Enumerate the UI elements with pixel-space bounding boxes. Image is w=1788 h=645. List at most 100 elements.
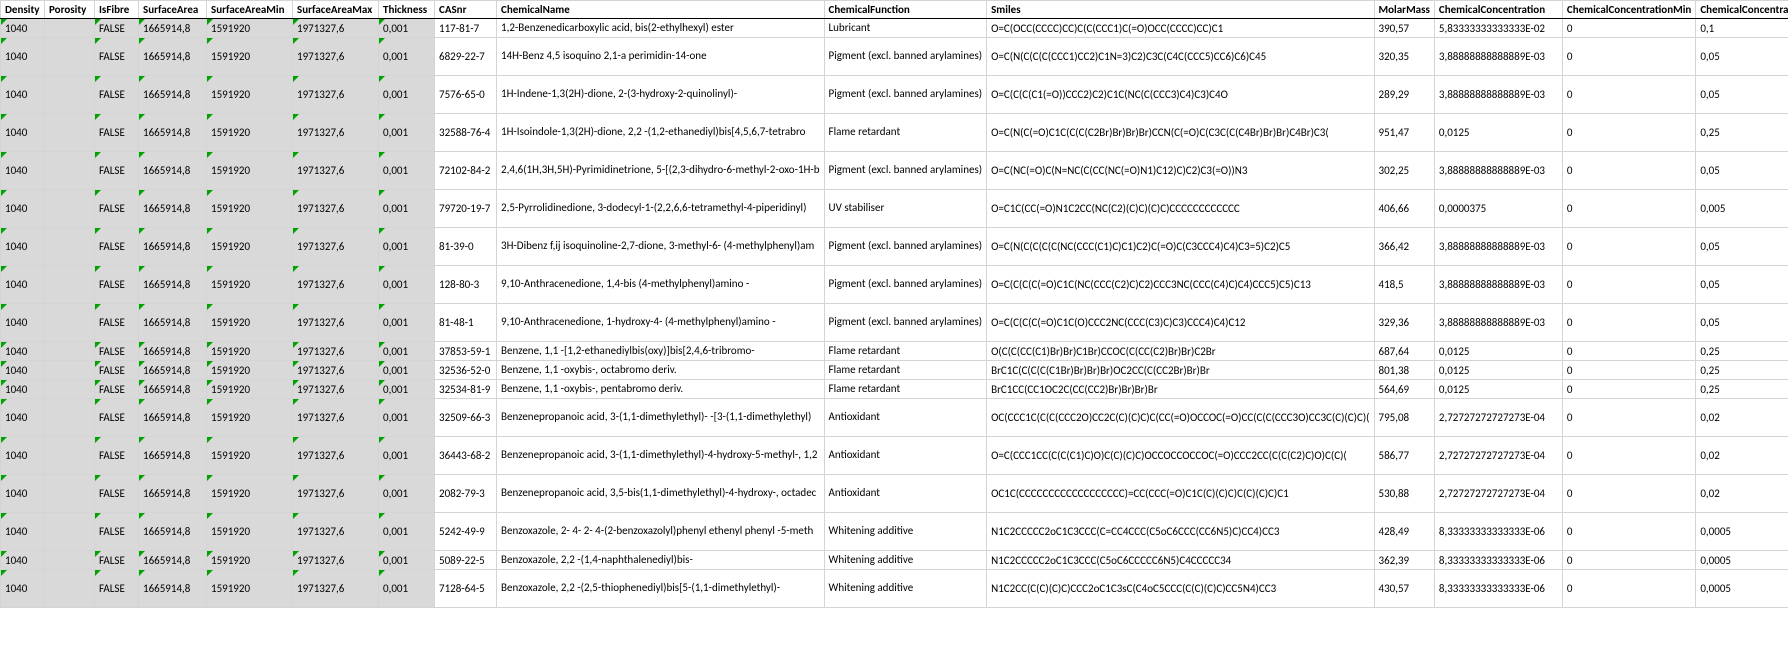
- cell[interactable]: 0: [1562, 228, 1695, 266]
- cell[interactable]: 1665914,8: [139, 551, 207, 570]
- cell[interactable]: 0,05: [1696, 76, 1788, 114]
- cell[interactable]: Benzoxazole, 2- 4- 2- 4-(2-benzoxazolyl)…: [497, 513, 825, 551]
- cell[interactable]: 1971327,6: [293, 475, 379, 513]
- cell[interactable]: 951,47: [1374, 114, 1434, 152]
- cell[interactable]: 1971327,6: [293, 513, 379, 551]
- cell[interactable]: 0,001: [379, 380, 435, 399]
- cell[interactable]: Benzoxazole, 2,2 -(2,5-thiophenediyl)bis…: [497, 570, 825, 608]
- col-chemicalfunction[interactable]: ChemicalFunction: [824, 1, 987, 19]
- cell[interactable]: 0,05: [1696, 38, 1788, 76]
- cell[interactable]: 0,001: [379, 152, 435, 190]
- cell[interactable]: 0,0125: [1434, 361, 1562, 380]
- cell[interactable]: FALSE: [95, 228, 139, 266]
- table-row[interactable]: 1040FALSE1665914,815919201971327,60,0015…: [1, 513, 1788, 551]
- cell[interactable]: 1971327,6: [293, 152, 379, 190]
- cell[interactable]: [45, 551, 95, 570]
- table-row[interactable]: 1040FALSE1665914,815919201971327,60,0013…: [1, 361, 1788, 380]
- cell[interactable]: 0,001: [379, 475, 435, 513]
- cell[interactable]: 0: [1562, 114, 1695, 152]
- cell[interactable]: 1665914,8: [139, 475, 207, 513]
- cell[interactable]: Antioxidant: [824, 399, 987, 437]
- cell[interactable]: 0,02: [1696, 437, 1788, 475]
- cell[interactable]: 8,33333333333333E-06: [1434, 513, 1562, 551]
- cell[interactable]: 586,77: [1374, 437, 1434, 475]
- cell[interactable]: FALSE: [95, 76, 139, 114]
- cell[interactable]: 1040: [1, 437, 45, 475]
- cell[interactable]: 1971327,6: [293, 190, 379, 228]
- cell[interactable]: 0: [1562, 266, 1695, 304]
- cell[interactable]: [45, 304, 95, 342]
- cell[interactable]: 1665914,8: [139, 399, 207, 437]
- cell[interactable]: 0: [1562, 19, 1695, 38]
- cell[interactable]: 14H-Benz 4,5 isoquino 2,1-a perimidin-14…: [497, 38, 825, 76]
- cell[interactable]: 1971327,6: [293, 114, 379, 152]
- cell[interactable]: FALSE: [95, 380, 139, 399]
- table-row[interactable]: 1040FALSE1665914,815919201971327,60,0013…: [1, 437, 1788, 475]
- cell[interactable]: N1C2CC(C(C)(C)C)CCC2oC1C3sC(C4oC5CCC(C(C…: [987, 570, 1374, 608]
- cell[interactable]: 289,29: [1374, 76, 1434, 114]
- cell[interactable]: [45, 380, 95, 399]
- cell[interactable]: Pigment (excl. banned arylamines): [824, 228, 987, 266]
- cell[interactable]: 1971327,6: [293, 399, 379, 437]
- cell[interactable]: 1591920: [207, 437, 293, 475]
- table-row[interactable]: 1040FALSE1665914,815919201971327,60,0017…: [1, 76, 1788, 114]
- cell[interactable]: 1591920: [207, 152, 293, 190]
- cell[interactable]: 32534-81-9: [435, 380, 497, 399]
- cell[interactable]: FALSE: [95, 437, 139, 475]
- cell[interactable]: Pigment (excl. banned arylamines): [824, 304, 987, 342]
- cell[interactable]: 0,05: [1696, 228, 1788, 266]
- cell[interactable]: 1971327,6: [293, 437, 379, 475]
- cell[interactable]: 430,57: [1374, 570, 1434, 608]
- table-row[interactable]: 1040FALSE1665914,815919201971327,60,0013…: [1, 342, 1788, 361]
- cell[interactable]: [45, 342, 95, 361]
- cell[interactable]: 1591920: [207, 513, 293, 551]
- cell[interactable]: 6829-22-7: [435, 38, 497, 76]
- cell[interactable]: 428,49: [1374, 513, 1434, 551]
- cell[interactable]: 801,38: [1374, 361, 1434, 380]
- cell[interactable]: 1665914,8: [139, 304, 207, 342]
- cell[interactable]: 2,4,6(1H,3H,5H)-Pyrimidinetrione, 5-[(2,…: [497, 152, 825, 190]
- cell[interactable]: 5089-22-5: [435, 551, 497, 570]
- cell[interactable]: 5,83333333333333E-02: [1434, 19, 1562, 38]
- cell[interactable]: Pigment (excl. banned arylamines): [824, 152, 987, 190]
- cell[interactable]: 0: [1562, 570, 1695, 608]
- cell[interactable]: FALSE: [95, 152, 139, 190]
- cell[interactable]: 9,10-Anthracenedione, 1-hydroxy-4- (4-me…: [497, 304, 825, 342]
- cell[interactable]: 0,0000375: [1434, 190, 1562, 228]
- cell[interactable]: 5242-49-9: [435, 513, 497, 551]
- cell[interactable]: 1591920: [207, 76, 293, 114]
- col-isfibre[interactable]: IsFibre: [95, 1, 139, 19]
- cell[interactable]: 1591920: [207, 304, 293, 342]
- cell[interactable]: [45, 266, 95, 304]
- cell[interactable]: 2,5-Pyrrolidinedione, 3-dodecyl-1-(2,2,6…: [497, 190, 825, 228]
- cell[interactable]: Benzoxazole, 2,2 -(1,4-naphthalenediyl)b…: [497, 551, 825, 570]
- cell[interactable]: 1040: [1, 228, 45, 266]
- cell[interactable]: 0,001: [379, 304, 435, 342]
- cell[interactable]: 0,05: [1696, 304, 1788, 342]
- col-porosity[interactable]: Porosity: [45, 1, 95, 19]
- table-row[interactable]: 1040FALSE1665914,815919201971327,60,0015…: [1, 551, 1788, 570]
- cell[interactable]: Flame retardant: [824, 361, 987, 380]
- cell[interactable]: 1971327,6: [293, 304, 379, 342]
- cell[interactable]: O=C(CCC1CC(C(C(C1)C)O)C(C)(C)C)OCCOCCOCC…: [987, 437, 1374, 475]
- cell[interactable]: 1665914,8: [139, 342, 207, 361]
- col-smiles[interactable]: Smiles: [987, 1, 1374, 19]
- cell[interactable]: N1C2CCCCC2oC1C3CCC(C5oC6CCCCC6N5)C4CCCCC…: [987, 551, 1374, 570]
- col-chemicalconcentrationmin[interactable]: ChemicalConcentrationMin: [1562, 1, 1695, 19]
- cell[interactable]: OC1C(CCCCCCCCCCCCCCCCCC)=CC(CCC(=O)C1C(C…: [987, 475, 1374, 513]
- cell[interactable]: 0,001: [379, 437, 435, 475]
- cell[interactable]: Benzene, 1,1 -oxybis-, octabromo deriv.: [497, 361, 825, 380]
- cell[interactable]: 0,001: [379, 190, 435, 228]
- cell[interactable]: 0: [1562, 513, 1695, 551]
- cell[interactable]: 0,02: [1696, 475, 1788, 513]
- cell[interactable]: O(C(C(CC(C1)Br)Br)C1Br)CCOC(C(CC(C2)Br)B…: [987, 342, 1374, 361]
- cell[interactable]: 0,001: [379, 399, 435, 437]
- table-row[interactable]: 1040FALSE1665914,815919201971327,60,0011…: [1, 19, 1788, 38]
- cell[interactable]: 1040: [1, 38, 45, 76]
- cell[interactable]: Benzene, 1,1 -[1,2-ethanediylbis(oxy)]bi…: [497, 342, 825, 361]
- cell[interactable]: 1591920: [207, 228, 293, 266]
- cell[interactable]: 1665914,8: [139, 38, 207, 76]
- cell[interactable]: 406,66: [1374, 190, 1434, 228]
- cell[interactable]: [45, 76, 95, 114]
- col-casnr[interactable]: CASnr: [435, 1, 497, 19]
